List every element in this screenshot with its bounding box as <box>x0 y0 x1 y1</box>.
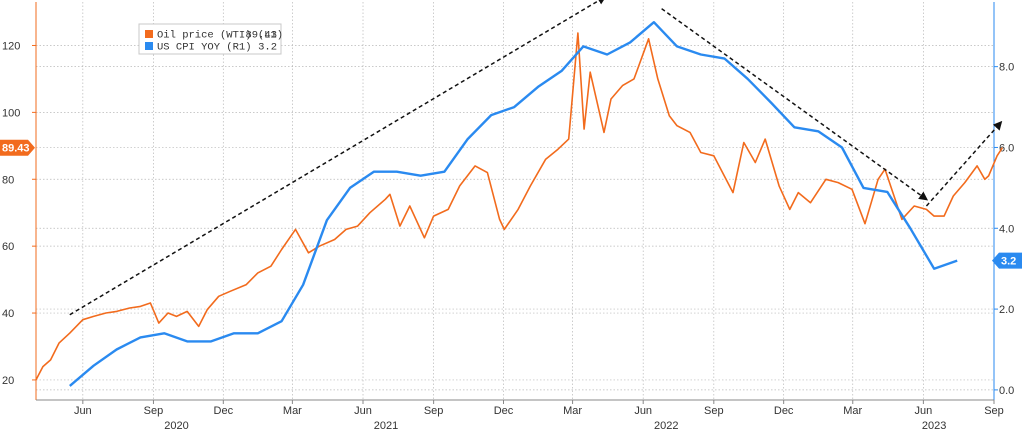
x-year-label: 2023 <box>922 420 946 432</box>
x-tick-label: Mar <box>843 405 862 417</box>
x-tick-label: Jun <box>74 405 92 417</box>
badge-shape <box>992 252 1022 269</box>
x-year-label: 2020 <box>164 420 188 432</box>
legend-swatch-cpi <box>145 42 153 50</box>
x-tick-label: Sep <box>424 405 444 417</box>
x-tick-label: Jun <box>354 405 372 417</box>
x-tick-label: Mar <box>283 405 302 417</box>
badge-shape <box>0 139 35 156</box>
left-tick-label: 20 <box>2 375 14 387</box>
trend-arrow-2 <box>661 8 929 201</box>
x-tick-label: Sep <box>144 405 164 417</box>
legend-value-cpi: 3.2 <box>258 42 277 54</box>
legend: Oil price (WTI) (L1) 89.43 US CPI YOY (R… <box>138 23 283 55</box>
left-tick-label: 60 <box>2 241 14 253</box>
x-tick-label: Jun <box>915 405 933 417</box>
left-tick-label: 120 <box>2 40 20 52</box>
trend-arrow-3 <box>925 120 1003 207</box>
right-tick-label: 2.0 <box>999 304 1014 316</box>
x-tick-label: Dec <box>494 405 514 417</box>
x-year-label: 2022 <box>654 420 678 432</box>
legend-label-cpi: US CPI YOY (R1) <box>157 42 252 54</box>
legend-box <box>138 23 282 55</box>
legend-label-oil: Oil price (WTI) (L1) <box>157 30 283 42</box>
x-tick-label: Dec <box>774 405 794 417</box>
trend-arrows <box>69 0 1003 316</box>
right-tick-label: 8.0 <box>999 62 1014 74</box>
legend-value-oil: 89.43 <box>245 30 277 42</box>
left-tick-label: 40 <box>2 308 14 320</box>
right-tick-label: 4.0 <box>999 223 1014 235</box>
legend-swatch-oil <box>145 30 153 38</box>
x-tick-label: Dec <box>214 405 234 417</box>
last-value-badge-oil: 89.43 <box>0 139 35 156</box>
series-line-oil <box>35 32 1004 381</box>
grid <box>36 2 995 400</box>
x-year-label: 2021 <box>374 420 398 432</box>
last-value-badges: 89.43 3.2 <box>0 139 1022 269</box>
x-tick-label: Mar <box>563 405 582 417</box>
last-value-badge-cpi: 3.2 <box>992 252 1022 269</box>
trend-arrow-1 <box>69 0 607 316</box>
right-tick-label: 0.0 <box>999 385 1014 397</box>
series-lines <box>35 21 1004 387</box>
x-tick-label: Sep <box>984 405 1004 417</box>
badge-value: 3.2 <box>1001 256 1016 268</box>
badge-value: 89.43 <box>2 143 30 155</box>
x-tick-label: Jun <box>634 405 652 417</box>
series-line-cpi <box>69 21 958 387</box>
left-tick-label: 100 <box>2 107 20 119</box>
left-tick-label: 80 <box>2 174 14 186</box>
x-tick-label: Sep <box>704 405 724 417</box>
right-tick-label: 6.0 <box>999 142 1014 154</box>
